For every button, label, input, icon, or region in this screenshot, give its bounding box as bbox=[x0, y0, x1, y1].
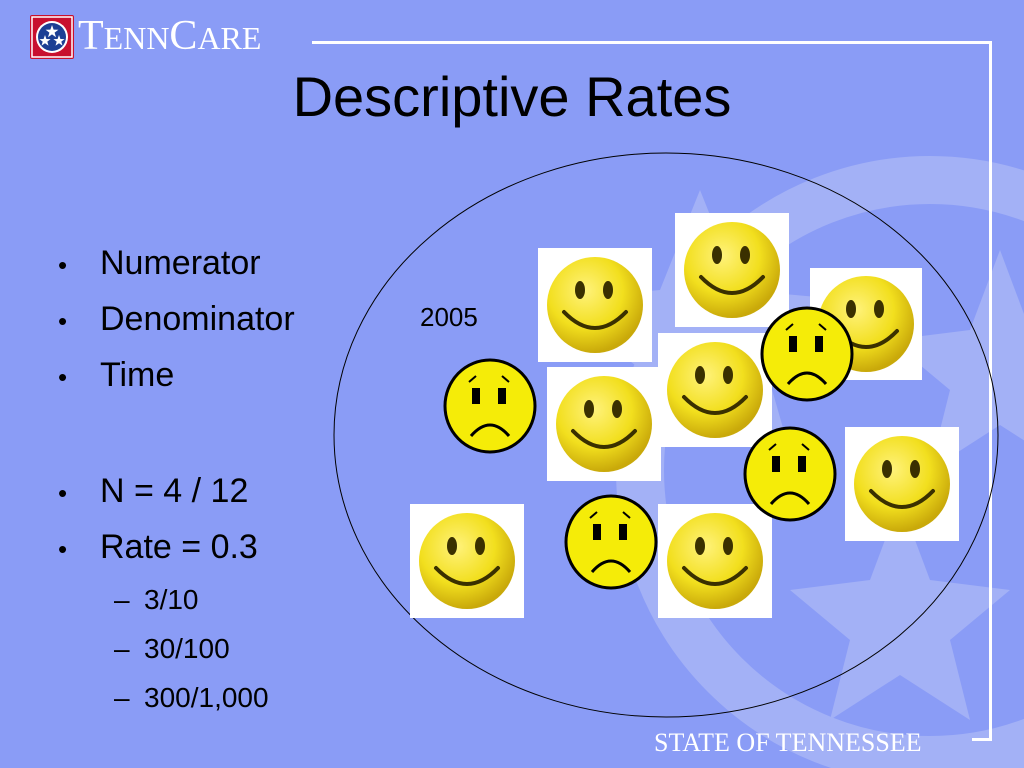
happy-face-icon bbox=[667, 342, 763, 438]
bullet-text: Denominator bbox=[100, 300, 295, 338]
tenncare-logo: TENNCARE bbox=[30, 13, 261, 61]
sub-bullet-dash: – bbox=[114, 682, 130, 713]
logo-text-enn: ENN bbox=[103, 20, 170, 56]
bullet-list: • Numerator • Denominator • Time • N = 4 / 1… bbox=[58, 244, 295, 731]
year-label: 2005 bbox=[420, 302, 478, 332]
happy-face-icon bbox=[667, 513, 763, 609]
happy-face-tile bbox=[538, 248, 652, 362]
happy-face-tile bbox=[845, 427, 959, 541]
bullet-dot: • bbox=[58, 478, 68, 508]
bullet-text: Time bbox=[100, 356, 175, 394]
sub-bullet-text: 30/100 bbox=[144, 633, 230, 664]
frame-line-top bbox=[312, 41, 992, 44]
tennessee-tristar-icon bbox=[30, 15, 74, 59]
bullet-dot: • bbox=[58, 306, 68, 336]
bullet-dot: • bbox=[58, 362, 68, 392]
happy-face-tile bbox=[658, 333, 772, 447]
bullet-item: • N = 4 / 12 bbox=[58, 472, 295, 528]
tenncare-wordmark: TENNCARE bbox=[78, 13, 261, 61]
happy-face-tile bbox=[675, 213, 789, 327]
logo-text-are: ARE bbox=[197, 20, 262, 56]
sub-bullet-item: –300/1,000 bbox=[58, 682, 295, 731]
happy-face-icon bbox=[684, 222, 780, 318]
bullet-text: N = 4 / 12 bbox=[100, 472, 249, 510]
sub-bullet-text: 3/10 bbox=[144, 584, 199, 615]
happy-face-tile bbox=[547, 367, 661, 481]
sad-face-icon bbox=[564, 494, 658, 590]
bullet-text: Rate = 0.3 bbox=[100, 528, 258, 566]
bullet-item: • Denominator bbox=[58, 300, 295, 356]
happy-face-icon bbox=[419, 513, 515, 609]
logo-text-c: C bbox=[169, 13, 198, 59]
bullet-item: • Numerator bbox=[58, 244, 295, 300]
frame-line-bottom bbox=[972, 738, 992, 741]
bullet-dot: • bbox=[58, 250, 68, 280]
happy-face-tile bbox=[658, 504, 772, 618]
happy-face-tile bbox=[410, 504, 524, 618]
sad-face-icon bbox=[760, 306, 854, 402]
sub-bullet-item: –3/10 bbox=[58, 584, 295, 633]
happy-face-icon bbox=[547, 257, 643, 353]
bullet-dot: • bbox=[58, 534, 68, 564]
footer-state-of-tennessee: STATE OF TENNESSEE bbox=[654, 728, 922, 757]
bullet-item: • Time bbox=[58, 356, 295, 412]
sad-face-icon bbox=[443, 358, 537, 454]
sub-bullet-dash: – bbox=[114, 633, 130, 664]
sub-bullet-dash: – bbox=[114, 584, 130, 615]
logo-text-t: T bbox=[78, 13, 104, 59]
sub-bullet-text: 300/1,000 bbox=[144, 682, 269, 713]
happy-face-icon bbox=[854, 436, 950, 532]
slide-title: Descriptive Rates bbox=[292, 65, 732, 128]
bullet-text: Numerator bbox=[100, 244, 261, 282]
sad-face-icon bbox=[743, 426, 837, 522]
frame-line-right bbox=[989, 41, 992, 741]
bullet-item: • Rate = 0.3 bbox=[58, 528, 295, 584]
sub-bullet-item: –30/100 bbox=[58, 633, 295, 682]
happy-face-icon bbox=[556, 376, 652, 472]
